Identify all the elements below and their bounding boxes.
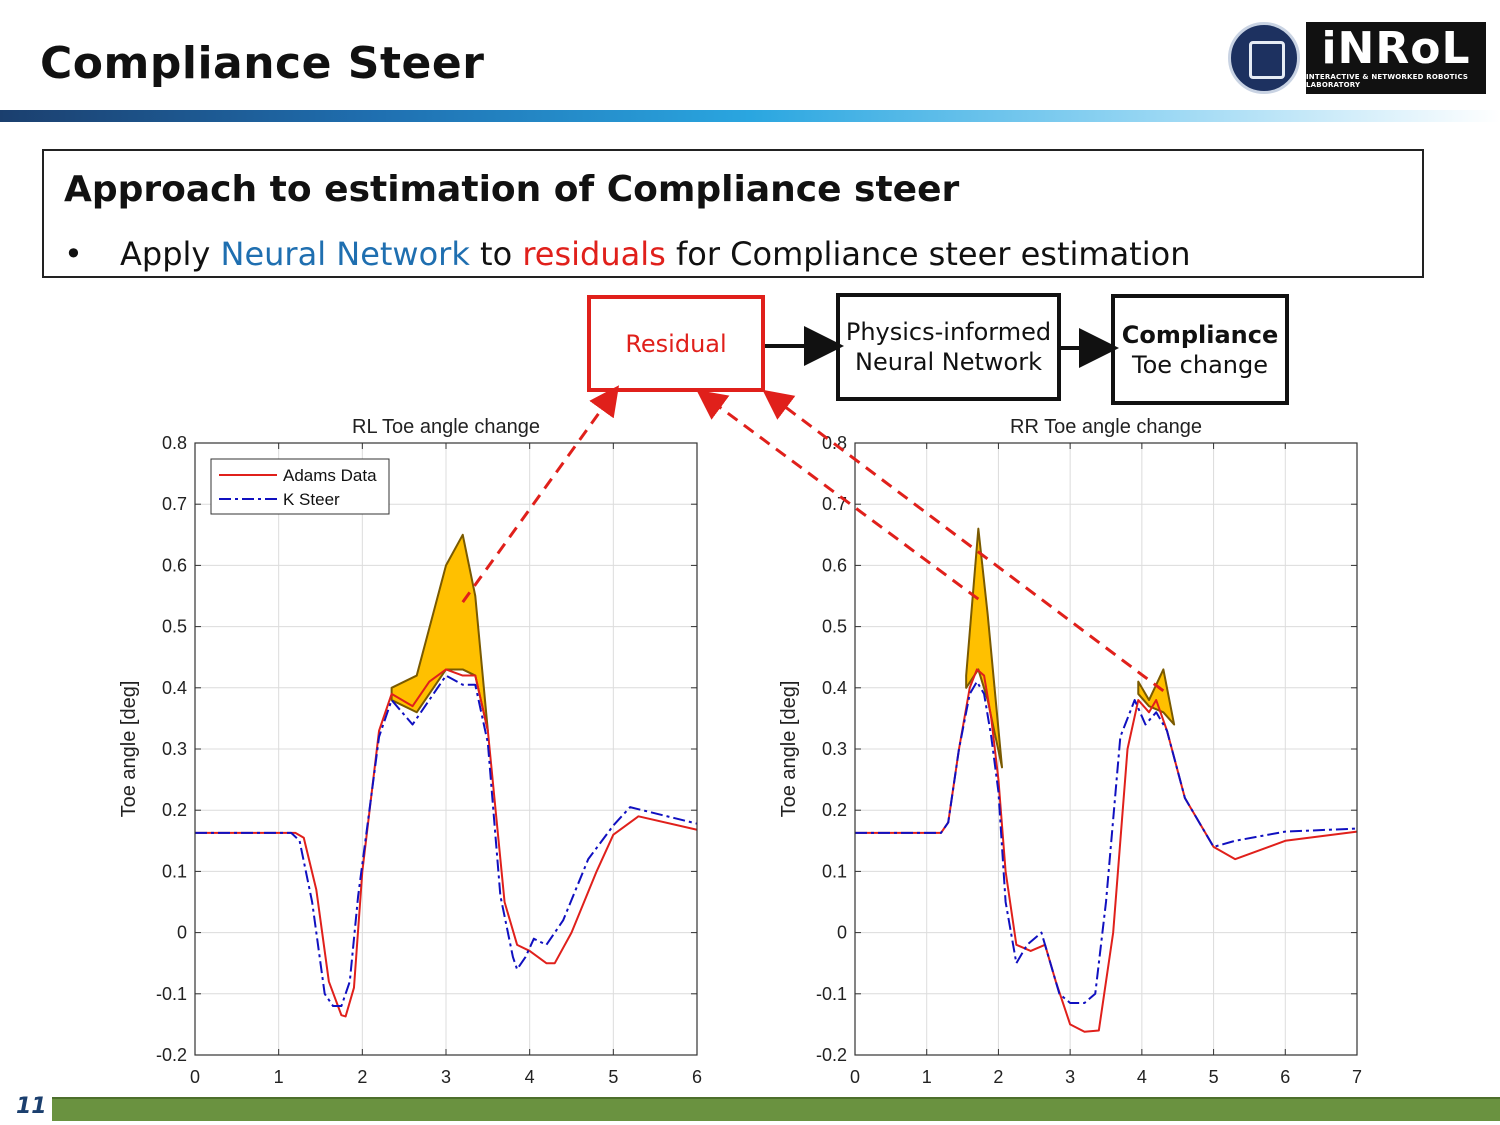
header-gradient-bar xyxy=(0,110,1500,122)
y-tick-label: 0 xyxy=(177,923,187,943)
y-tick-label: 0.3 xyxy=(162,739,187,759)
y-tick-label: 0.7 xyxy=(162,494,187,514)
bullet-marker: • xyxy=(64,235,83,273)
x-tick-label: 2 xyxy=(357,1067,367,1087)
plot-frame xyxy=(194,442,698,1056)
footer-bar xyxy=(52,1097,1500,1121)
x-tick-label: 4 xyxy=(525,1067,535,1087)
y-axis-label: Toe angle [deg] xyxy=(118,681,140,818)
y-tick-label: -0.2 xyxy=(816,1045,847,1065)
summary-box: Approach to estimation of Compliance ste… xyxy=(42,149,1424,278)
series-line-adams-data xyxy=(855,668,1358,1033)
x-tick-label: 6 xyxy=(692,1067,702,1087)
university-seal-icon xyxy=(1228,22,1300,94)
x-tick-label: 6 xyxy=(1280,1067,1290,1087)
y-tick-label: 0.7 xyxy=(822,494,847,514)
bullet-text-5: for Compliance steer estimation xyxy=(665,235,1191,273)
plot-frame xyxy=(854,442,1358,1056)
x-tick-label: 5 xyxy=(608,1067,618,1087)
bullet-text-neural-network: Neural Network xyxy=(220,235,470,273)
pinn-label-line2: Neural Network xyxy=(854,348,1042,376)
series-line-k-steer xyxy=(855,680,1358,1004)
y-tick-label: 0.5 xyxy=(822,617,847,637)
compliance-label-line2: Toe change xyxy=(1132,350,1268,379)
y-tick-label: 0.8 xyxy=(162,433,187,453)
residual-box: Residual xyxy=(587,295,765,392)
x-tick-label: 0 xyxy=(850,1067,860,1087)
x-tick-label: 3 xyxy=(441,1067,451,1087)
x-tick-label: 2 xyxy=(993,1067,1003,1087)
x-tick-label: 4 xyxy=(1137,1067,1147,1087)
x-tick-label: 0 xyxy=(190,1067,200,1087)
bullet-text-3: to xyxy=(469,235,523,273)
pinn-label-line1: Physics-informed xyxy=(845,318,1052,346)
page-title: Compliance Steer xyxy=(40,38,485,89)
residual-region xyxy=(965,527,1004,769)
x-tick-label: 1 xyxy=(274,1067,284,1087)
inrol-logo-main: iNRoL xyxy=(1321,23,1471,74)
y-tick-label: 0.2 xyxy=(822,800,847,820)
y-tick-label: 0.1 xyxy=(162,861,187,881)
y-tick-label: 0.1 xyxy=(822,861,847,881)
y-tick-label: -0.1 xyxy=(156,984,187,1004)
y-tick-label: -0.1 xyxy=(816,984,847,1004)
bullet-text-1: Apply xyxy=(120,235,221,273)
y-tick-label: 0 xyxy=(837,923,847,943)
chart-title: RL Toe angle change xyxy=(352,416,540,438)
page-number: 11 xyxy=(16,1094,47,1119)
compliance-box: Compliance Toe change xyxy=(1111,294,1289,405)
series-line-k-steer xyxy=(195,674,698,1008)
y-axis-label: Toe angle [deg] xyxy=(778,681,800,818)
legend-box xyxy=(210,458,390,515)
y-tick-label: 0.5 xyxy=(162,617,187,637)
compliance-label-line1: Compliance xyxy=(1121,320,1279,349)
legend-label: K Steer xyxy=(283,490,340,509)
x-tick-label: 5 xyxy=(1209,1067,1219,1087)
y-tick-label: 0.6 xyxy=(822,555,847,575)
chart-0 xyxy=(194,442,698,1056)
series-line-adams-data xyxy=(195,668,698,1018)
residual-arrow xyxy=(461,385,620,603)
residual-arrow xyxy=(696,389,980,601)
x-tick-label: 3 xyxy=(1065,1067,1075,1087)
bullet-text-residuals: residuals xyxy=(522,235,666,273)
y-tick-label: 0.2 xyxy=(162,800,187,820)
summary-bullet: • Apply Neural Network to residuals for C… xyxy=(64,235,1190,273)
pinn-box: Physics-informed Neural Network xyxy=(836,293,1061,401)
legend-label: Adams Data xyxy=(283,466,377,485)
inrol-logo: iNRoL INTERACTIVE & NETWORKED ROBOTICS L… xyxy=(1306,22,1486,94)
summary-heading: Approach to estimation of Compliance ste… xyxy=(64,169,960,210)
residual-label: Residual xyxy=(625,329,727,358)
chart-1 xyxy=(854,442,1358,1056)
residual-region xyxy=(1137,668,1176,726)
inrol-logo-sub: INTERACTIVE & NETWORKED ROBOTICS LABORAT… xyxy=(1306,73,1469,89)
y-tick-label: 0.3 xyxy=(822,739,847,759)
y-tick-label: 0.4 xyxy=(822,678,847,698)
x-tick-label: 1 xyxy=(922,1067,932,1087)
y-tick-label: 0.4 xyxy=(162,678,187,698)
chart-title: RR Toe angle change xyxy=(1010,416,1202,438)
y-tick-label: 0.6 xyxy=(162,555,187,575)
x-tick-label: 7 xyxy=(1352,1067,1362,1087)
lab-logo: iNRoL INTERACTIVE & NETWORKED ROBOTICS L… xyxy=(1228,22,1486,94)
residual-arrow xyxy=(762,389,1165,693)
y-tick-label: -0.2 xyxy=(156,1045,187,1065)
